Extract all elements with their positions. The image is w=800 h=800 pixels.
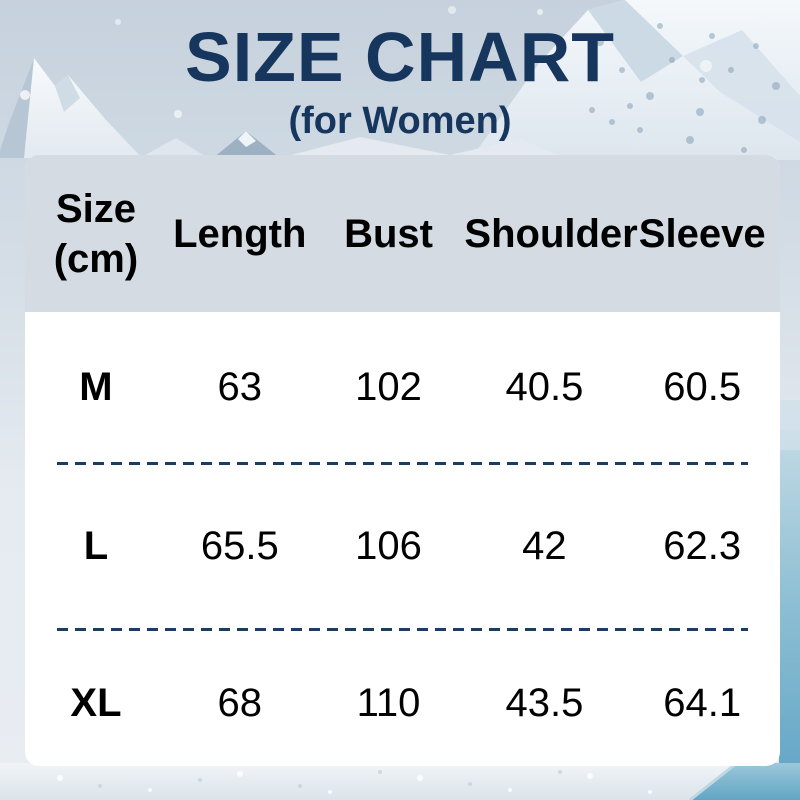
size-header-line1: Size	[55, 186, 136, 231]
cell-shoulder: 43.5	[505, 681, 584, 725]
cell-length: 68	[217, 681, 263, 725]
cell-shoulder: 40.5	[505, 364, 584, 409]
page-subtitle: (for Women)	[288, 100, 512, 142]
cell-bust: 102	[355, 364, 422, 409]
bottom-snow-band	[0, 761, 800, 800]
page-title: SIZE CHART	[185, 18, 615, 96]
table-header-row: Size (cm) Length Bust Shoulder Sleeve	[25, 155, 780, 312]
table-row-l: L 65.5 106 42 62.3	[25, 465, 780, 628]
right-mountain	[470, 0, 800, 160]
cell-size: L	[83, 524, 109, 568]
cell-size: XL	[70, 681, 122, 725]
size-header-line2: (cm)	[53, 236, 139, 281]
mid-ridge	[140, 131, 565, 158]
table-row-m: M 63 102 40.5 60.5	[25, 312, 780, 462]
cell-length: 65.5	[200, 524, 279, 568]
size-chart-panel: Size (cm) Length Bust Shoulder Sleeve M …	[25, 155, 780, 766]
row-divider	[57, 628, 748, 631]
cell-length: 63	[217, 364, 263, 409]
column-header-size: Size (cm)	[25, 184, 167, 284]
cell-size: M	[79, 364, 113, 409]
cell-sleeve: 64.1	[663, 681, 742, 725]
cell-bust: 110	[356, 681, 421, 725]
cell-shoulder: 42	[522, 524, 567, 568]
left-mountain	[0, 58, 142, 158]
right-water	[779, 430, 800, 800]
column-header-length: Length	[173, 211, 307, 256]
snowflake-bokeh	[20, 6, 712, 118]
row-divider	[57, 462, 748, 465]
column-header-bust: Bust	[344, 211, 433, 256]
right-water-fade	[779, 400, 800, 450]
column-header-shoulder: Shoulder	[464, 211, 638, 256]
column-header-sleeve: Sleeve	[638, 211, 766, 256]
cell-bust: 106	[355, 524, 422, 568]
table-row-xl: XL 68 110 43.5 64.1	[25, 631, 780, 766]
title-block: SIZE CHART (for Women)	[0, 22, 800, 143]
cell-sleeve: 62.3	[663, 524, 742, 568]
cell-sleeve: 60.5	[663, 364, 742, 409]
